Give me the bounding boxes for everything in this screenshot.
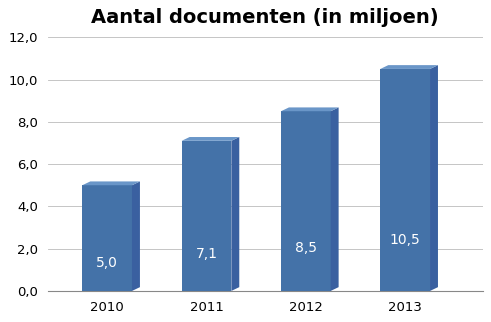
Text: 5,0: 5,0 <box>96 256 118 270</box>
Polygon shape <box>381 69 430 291</box>
Polygon shape <box>182 137 239 141</box>
Text: 8,5: 8,5 <box>295 241 317 255</box>
Polygon shape <box>281 111 330 291</box>
Polygon shape <box>330 108 339 291</box>
Polygon shape <box>132 181 140 291</box>
Title: Aantal documenten (in miljoen): Aantal documenten (in miljoen) <box>91 8 439 27</box>
Text: 7,1: 7,1 <box>195 247 218 261</box>
Text: 10,5: 10,5 <box>390 232 421 247</box>
Polygon shape <box>82 185 132 291</box>
Polygon shape <box>381 65 438 69</box>
Polygon shape <box>430 65 438 291</box>
Polygon shape <box>82 181 140 185</box>
Polygon shape <box>182 141 231 291</box>
Polygon shape <box>231 137 239 291</box>
Polygon shape <box>281 108 339 111</box>
